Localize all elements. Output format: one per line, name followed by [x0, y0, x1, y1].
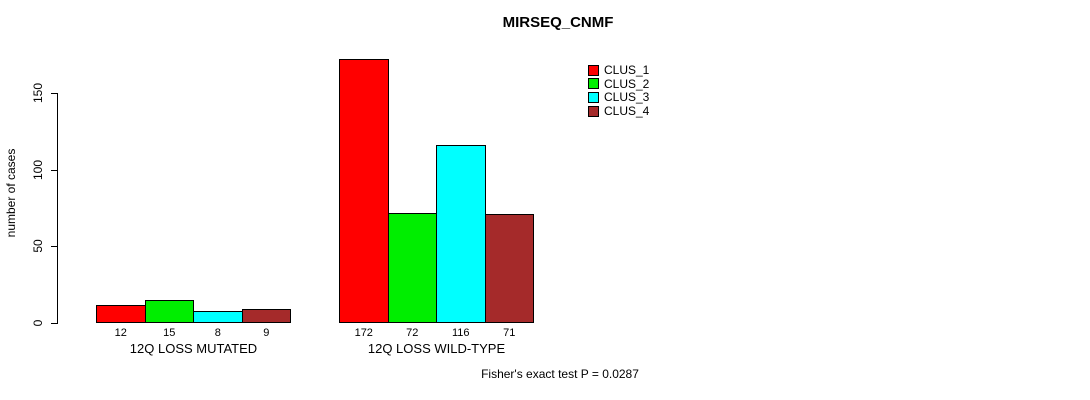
- legend-label: CLUS_1: [604, 63, 650, 77]
- legend-label: CLUS_3: [604, 90, 650, 105]
- legend-item-clus_2: CLUS_2: [588, 78, 649, 90]
- bar-clus_2-group1: [144, 300, 194, 323]
- fisher-test-annotation: Fisher's exact test P = 0.0287: [481, 367, 639, 381]
- bar-clus_1-group2: [339, 59, 389, 323]
- y-axis-line: [57, 93, 58, 324]
- legend-swatch-clus_4: [588, 105, 599, 117]
- legend-item-clus_1: CLUS_1: [588, 64, 649, 76]
- legend-label: CLUS_2: [604, 76, 650, 91]
- legend-swatch-clus_1: [588, 64, 599, 76]
- bar-clus_4-group1: [241, 309, 291, 323]
- y-tick-mark: [51, 323, 57, 324]
- bar-clus_3-group1: [193, 310, 243, 323]
- y-tick-label: 0: [31, 319, 45, 327]
- legend-label: CLUS_4: [604, 104, 650, 119]
- bar-value-label: 12: [114, 327, 127, 339]
- bar-clus_1-group1: [96, 304, 146, 323]
- legend-swatch-clus_3: [588, 91, 599, 103]
- bar-clus_2-group2: [387, 212, 437, 323]
- y-tick-mark: [51, 246, 57, 248]
- bar-value-label: 72: [406, 327, 419, 339]
- bar-value-label: 15: [163, 327, 176, 339]
- y-tick-label: 50: [31, 239, 45, 254]
- bar-value-label: 172: [354, 327, 373, 339]
- category-label-group1: 12Q LOSS MUTATED: [129, 341, 258, 356]
- y-tick-mark: [51, 169, 57, 171]
- legend-item-clus_4: CLUS_4: [588, 105, 649, 117]
- category-label-group2: 12Q LOSS WILD-TYPE: [367, 341, 506, 356]
- legend-swatch-clus_2: [588, 78, 599, 90]
- y-tick-mark: [51, 93, 57, 94]
- bar-clus_4-group2: [484, 214, 534, 323]
- y-tick-label: 100: [31, 159, 45, 180]
- bar-clus_3-group2: [436, 145, 486, 323]
- bar-value-label: 8: [214, 327, 221, 339]
- bar-value-label: 71: [503, 327, 516, 339]
- legend-item-clus_3: CLUS_3: [588, 91, 649, 103]
- bar-value-label: 9: [263, 327, 270, 339]
- chart-title: MIRSEQ_CNMF: [502, 14, 614, 31]
- y-tick-label: 150: [31, 82, 45, 104]
- bar-value-label: 116: [451, 327, 470, 339]
- y-axis-label: number of cases: [4, 148, 18, 238]
